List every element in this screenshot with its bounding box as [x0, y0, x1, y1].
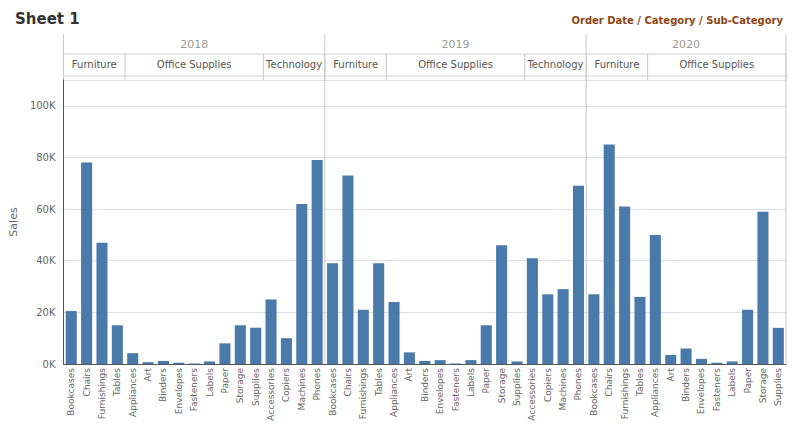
svg-text:Appliances: Appliances: [128, 368, 138, 417]
svg-text:Storage: Storage: [758, 368, 768, 404]
svg-text:Envelopes: Envelopes: [174, 368, 184, 415]
svg-text:Chairs: Chairs: [82, 368, 92, 397]
svg-text:Tables: Tables: [374, 368, 384, 397]
svg-text:Supplies: Supplies: [773, 368, 783, 406]
svg-text:Paper: Paper: [220, 368, 230, 394]
svg-text:Accessories: Accessories: [266, 368, 276, 421]
svg-text:40K: 40K: [36, 255, 56, 266]
svg-text:Appliances: Appliances: [650, 368, 660, 417]
svg-text:Sales: Sales: [7, 207, 20, 237]
svg-text:2019: 2019: [442, 38, 470, 51]
svg-text:Accessories: Accessories: [527, 368, 537, 421]
svg-text:2018: 2018: [180, 38, 208, 51]
svg-text:Paper: Paper: [743, 368, 753, 394]
svg-text:Furnishings: Furnishings: [97, 368, 107, 419]
svg-text:Technology: Technology: [526, 59, 583, 70]
svg-text:Binders: Binders: [420, 368, 430, 402]
svg-text:Furniture: Furniture: [72, 59, 117, 70]
svg-text:Furniture: Furniture: [594, 59, 639, 70]
svg-text:Furnishings: Furnishings: [358, 368, 368, 419]
svg-text:Chairs: Chairs: [343, 368, 353, 397]
svg-text:Labels: Labels: [466, 368, 476, 397]
svg-text:Chairs: Chairs: [604, 368, 614, 397]
svg-text:80K: 80K: [36, 152, 56, 163]
svg-text:Fasteners: Fasteners: [189, 368, 199, 412]
svg-text:Labels: Labels: [727, 368, 737, 397]
svg-text:Art: Art: [666, 368, 676, 382]
svg-text:Bookcases: Bookcases: [328, 368, 338, 416]
svg-text:Phones: Phones: [312, 368, 322, 401]
svg-text:Paper: Paper: [481, 368, 491, 394]
svg-text:Storage: Storage: [235, 368, 245, 404]
svg-text:Bookcases: Bookcases: [589, 368, 599, 416]
svg-text:Bookcases: Bookcases: [66, 368, 76, 416]
svg-text:60K: 60K: [36, 204, 56, 215]
svg-text:2020: 2020: [672, 38, 700, 51]
svg-text:Machines: Machines: [558, 368, 568, 411]
svg-text:Office Supplies: Office Supplies: [418, 59, 493, 70]
svg-text:Furniture: Furniture: [333, 59, 378, 70]
svg-text:Sheet 1: Sheet 1: [15, 10, 80, 28]
svg-text:Envelopes: Envelopes: [435, 368, 445, 415]
svg-text:Art: Art: [143, 368, 153, 382]
svg-text:Tables: Tables: [112, 368, 122, 397]
svg-text:Supplies: Supplies: [251, 368, 261, 406]
svg-text:Binders: Binders: [681, 368, 691, 402]
svg-text:0K: 0K: [43, 359, 56, 370]
svg-text:Office Supplies: Office Supplies: [157, 59, 232, 70]
svg-text:Phones: Phones: [573, 368, 583, 401]
svg-text:Machines: Machines: [297, 368, 307, 411]
svg-text:Storage: Storage: [497, 368, 507, 404]
svg-text:Fasteners: Fasteners: [451, 368, 461, 412]
svg-text:Copiers: Copiers: [543, 368, 553, 402]
svg-text:Technology: Technology: [265, 59, 322, 70]
svg-text:20K: 20K: [36, 307, 56, 318]
svg-text:Furnishings: Furnishings: [620, 368, 630, 419]
svg-text:Envelopes: Envelopes: [696, 368, 706, 415]
svg-text:Office Supplies: Office Supplies: [679, 59, 754, 70]
svg-text:Art: Art: [404, 368, 414, 382]
svg-text:Binders: Binders: [158, 368, 168, 402]
svg-text:Labels: Labels: [205, 368, 215, 397]
svg-text:Tables: Tables: [635, 368, 645, 397]
svg-text:Supplies: Supplies: [512, 368, 522, 406]
svg-text:Appliances: Appliances: [389, 368, 399, 417]
svg-text:Order Date / Category / Sub-Ca: Order Date / Category / Sub-Category: [571, 15, 783, 26]
svg-text:Fasteners: Fasteners: [712, 368, 722, 412]
svg-text:Copiers: Copiers: [281, 368, 291, 402]
svg-text:100K: 100K: [30, 100, 56, 111]
